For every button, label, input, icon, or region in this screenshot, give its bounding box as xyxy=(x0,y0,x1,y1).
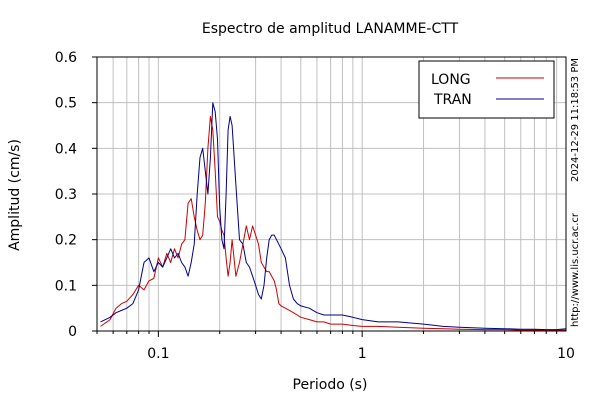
y-tick-label: 0.3 xyxy=(55,187,77,203)
y-tick-label: 0.5 xyxy=(55,96,77,112)
source-url-label: http://www.lis.ucr.ac.cr xyxy=(570,212,581,327)
legend: LONG TRAN xyxy=(418,60,555,119)
axis-ticks: 0 0.1 0.2 0.3 0.4 0.5 0.6 0.1 1 10 xyxy=(55,50,575,362)
series-lines xyxy=(100,102,567,331)
series-line-tran xyxy=(100,102,567,331)
timestamp-label: 2024-12-29 11:18:53 PM xyxy=(570,58,581,182)
x-axis-label: Periodo (s) xyxy=(293,377,368,393)
x-tick-label: 1 xyxy=(358,346,367,362)
grid-lines xyxy=(96,57,566,331)
y-axis-label: Amplitud (cm/s) xyxy=(7,139,23,251)
legend-label-tran: TRAN xyxy=(433,92,472,108)
x-tick-label: 0.1 xyxy=(147,346,169,362)
x-tick-label: 10 xyxy=(557,346,575,362)
y-tick-label: 0.4 xyxy=(55,141,77,157)
series-line-long xyxy=(100,115,566,331)
y-tick-label: 0.2 xyxy=(55,233,77,249)
y-tick-label: 0.6 xyxy=(55,50,77,66)
y-tick-label: 0.1 xyxy=(55,278,77,294)
chart-title: Espectro de amplitud LANAMME-CTT xyxy=(202,21,459,37)
y-tick-label: 0 xyxy=(68,324,77,340)
legend-label-long: LONG xyxy=(431,72,471,88)
legend-box xyxy=(418,60,555,119)
